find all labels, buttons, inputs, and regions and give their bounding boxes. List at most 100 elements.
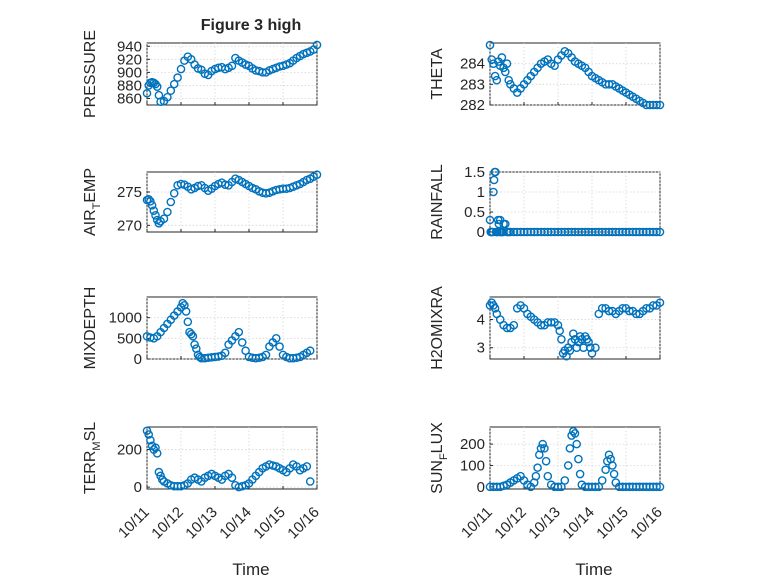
data-point	[151, 211, 160, 220]
data-point	[563, 461, 573, 470]
data-point	[489, 175, 499, 185]
y-tick-label: 283	[460, 76, 485, 93]
data-point	[538, 439, 548, 449]
data-point	[652, 100, 661, 110]
data-point	[302, 462, 312, 471]
data-point	[489, 187, 498, 197]
data-point	[574, 454, 583, 464]
data-point	[652, 482, 661, 492]
data-point	[604, 450, 614, 460]
data-point	[609, 469, 619, 479]
y-tick-label: 270	[117, 217, 142, 234]
y-axis-label: MIXDEPTH	[82, 287, 99, 370]
y-axis-label: RAINFALL	[429, 164, 446, 240]
x-tick-label: 10/15	[250, 504, 289, 543]
data-point	[147, 201, 157, 210]
data-point	[502, 59, 512, 68]
y-tick-label: 1000	[109, 310, 142, 327]
data-point	[176, 64, 186, 74]
data-point	[292, 353, 301, 363]
data-point	[169, 189, 179, 198]
data-point	[591, 343, 600, 353]
x-tick-label: 10/16	[284, 504, 323, 543]
data-point	[156, 97, 165, 107]
data-point	[173, 73, 182, 82]
y-tick-label: 3	[477, 340, 485, 357]
data-point	[214, 352, 223, 361]
data-point	[570, 429, 580, 438]
x-tick-label: 10/12	[148, 504, 187, 543]
data-point	[553, 482, 563, 492]
x-tick-label: 10/16	[627, 504, 666, 543]
data-point	[594, 482, 604, 492]
data-point	[254, 353, 264, 363]
data-point	[500, 219, 510, 229]
axes-frame	[489, 42, 661, 106]
x-axis-label-left: Time	[232, 560, 269, 579]
data-point	[305, 346, 315, 356]
data-point	[261, 350, 271, 360]
data-point	[608, 461, 617, 470]
data-point	[163, 207, 172, 217]
data-point	[146, 435, 155, 445]
data-point	[312, 40, 322, 50]
data-point	[572, 439, 582, 449]
data-point	[146, 197, 155, 206]
data-point	[220, 348, 230, 358]
data-point	[186, 329, 196, 339]
data-point	[144, 430, 153, 439]
x-tick-label: 10/11	[458, 504, 496, 542]
y-axis-label: PRESSURE	[82, 30, 99, 118]
y-tick-label: 860	[117, 90, 142, 107]
data-point	[536, 444, 546, 453]
data-point	[490, 303, 500, 313]
data-point	[152, 449, 162, 458]
data-point	[166, 86, 176, 95]
data-point	[312, 170, 322, 179]
y-tick-label: 282	[460, 97, 485, 114]
y-tick-label: 200	[117, 442, 142, 459]
data-point	[586, 343, 595, 353]
y-tick-label: 880	[117, 77, 142, 94]
data-point	[305, 477, 315, 486]
data-point	[190, 340, 199, 349]
data-point	[275, 342, 284, 351]
subplot-5: 0 500 1000 MIXDEPTH	[82, 287, 318, 370]
y-axis-label: H2OMIXRA	[429, 286, 446, 370]
y-tick-label: 0	[134, 351, 142, 368]
data-point	[652, 227, 661, 237]
y-tick-label: 200	[460, 436, 485, 453]
data-point	[166, 197, 176, 207]
data-point	[591, 482, 600, 492]
y-tick-label: 1	[477, 184, 485, 201]
y-tick-label: 100	[460, 457, 485, 474]
y-axis-label: THETA	[429, 48, 446, 100]
y-tick-label: 500	[117, 330, 142, 347]
data-point	[227, 61, 237, 71]
y-tick-label: 4	[477, 312, 485, 329]
axes-frame	[146, 296, 318, 360]
data-point	[533, 463, 542, 472]
data-point	[655, 100, 665, 110]
data-point	[494, 219, 504, 229]
y-axis-label: TERRMSL	[82, 422, 103, 494]
data-point	[181, 307, 191, 316]
data-point	[169, 79, 179, 89]
subplot-3: 270 275 AIRTEMP	[82, 168, 322, 236]
axes-frame	[489, 171, 661, 233]
x-tick-label: 10/15	[593, 504, 632, 543]
data-point	[178, 298, 187, 308]
data-point	[601, 465, 610, 475]
data-point	[497, 53, 507, 62]
data-point	[234, 327, 244, 337]
data-point	[142, 88, 152, 98]
x-tick-label: 10/14	[216, 504, 255, 543]
y-tick-label: 1.5	[464, 164, 485, 181]
data-point	[555, 326, 565, 336]
data-point	[565, 444, 575, 453]
x-tick-label: 10/11	[115, 504, 153, 542]
data-point	[149, 206, 159, 215]
